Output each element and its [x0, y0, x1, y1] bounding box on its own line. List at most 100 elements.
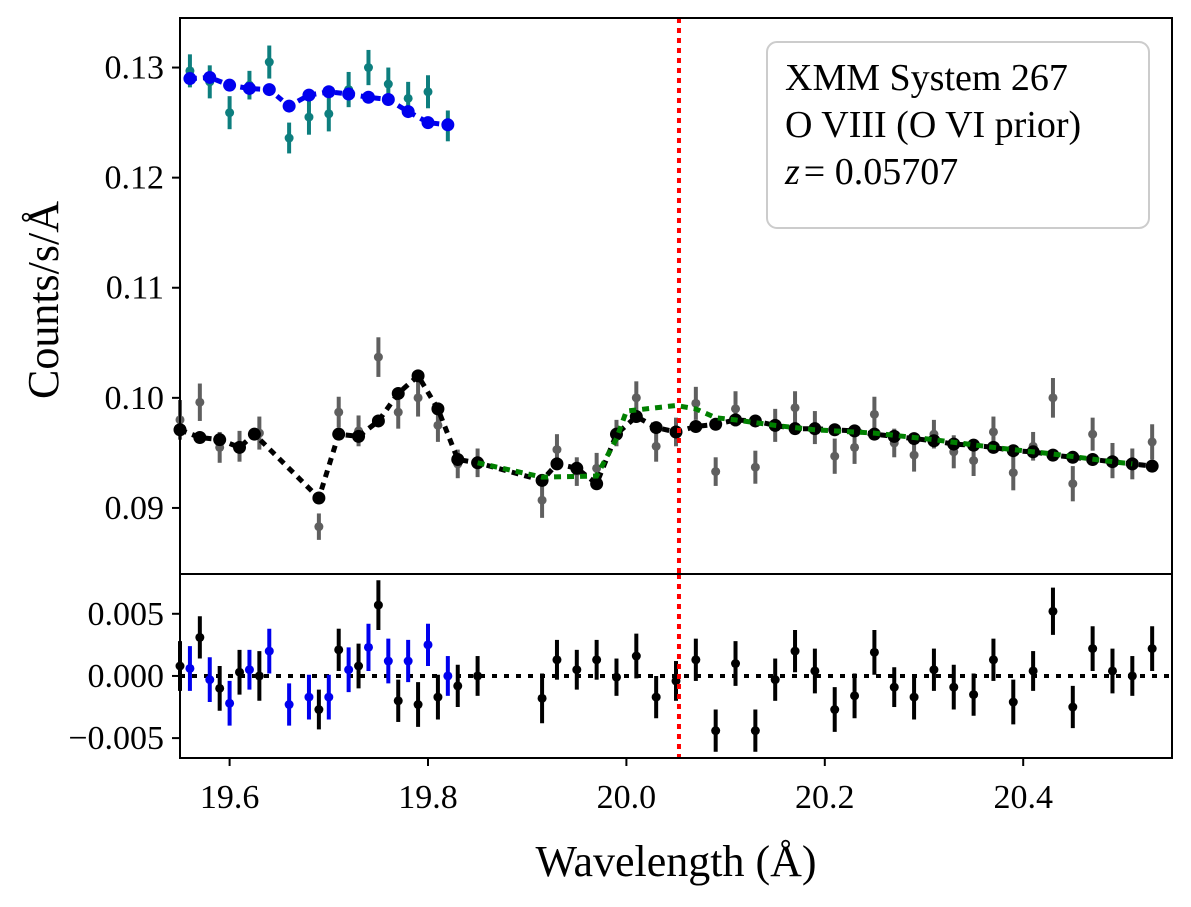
residual-ytick-label: −0.005	[68, 720, 164, 757]
resid-black-point	[1088, 644, 1098, 654]
data-black-point	[1088, 429, 1098, 439]
resid-blue-point	[324, 692, 334, 702]
model-black-marker	[193, 430, 207, 444]
model-green-line	[477, 402, 1133, 480]
resid-black-point	[195, 632, 205, 642]
data-black-point	[651, 441, 661, 451]
resid-black-point	[770, 675, 780, 685]
resid-black-point	[1127, 671, 1137, 681]
model-black-line	[179, 371, 1153, 503]
resid-blue-point	[205, 675, 215, 685]
resid-black-point	[393, 696, 403, 706]
data-black-point	[373, 352, 383, 362]
resid-blue-point	[344, 665, 354, 675]
resid-black-point	[830, 705, 840, 715]
data-black-point	[731, 404, 741, 414]
main-panel: 0.09 0.10 0.11 0.12 0.13 Counts/s/Å XMM Syst…	[19, 17, 1173, 575]
xtick-label: 19.6	[200, 779, 260, 816]
resid-black-point	[215, 683, 225, 693]
resid-black-point	[572, 665, 582, 675]
model-black-marker	[629, 410, 643, 424]
resid-black-point	[433, 692, 443, 702]
main-ytick-label: 0.12	[105, 160, 165, 197]
resid-black-point	[1028, 666, 1038, 676]
model-black-marker	[332, 427, 346, 441]
model-black-marker	[391, 386, 405, 400]
data-teal-point	[264, 57, 274, 67]
legend-line-2: O VIII (O VI prior)	[785, 104, 1081, 146]
residual-ytick-label: 0.000	[88, 658, 165, 695]
resid-black-point	[1008, 697, 1018, 707]
resid-black-point	[631, 651, 641, 661]
resid-blue-point	[284, 700, 294, 710]
resid-black-point	[592, 655, 602, 665]
residual-ytick-label: 0.005	[88, 596, 165, 633]
resid-blue-point	[185, 663, 195, 673]
resid-black-point	[850, 691, 860, 701]
data-teal-point	[304, 112, 314, 122]
data-teal-point	[284, 133, 294, 143]
resid-blue-point	[304, 692, 314, 702]
data-black-point	[195, 397, 205, 407]
model-black-marker	[709, 417, 723, 431]
resid-black-point	[949, 682, 959, 692]
model-black-marker	[371, 414, 385, 428]
data-teal-point	[403, 93, 413, 103]
model-black-marker	[352, 429, 366, 443]
model-black-marker	[411, 369, 425, 383]
data-black-point	[537, 495, 547, 505]
model-blue-marker	[381, 92, 395, 106]
data-black-point	[314, 522, 324, 532]
resid-black-point	[373, 600, 383, 610]
data-black-point	[631, 393, 641, 403]
data-teal-point	[423, 87, 433, 97]
main-ytick-label: 0.09	[105, 490, 165, 527]
main-ytick-label: 0.13	[105, 50, 165, 87]
resid-black-point	[254, 671, 264, 681]
model-blue-marker	[302, 88, 316, 102]
legend-line-1: XMM System 267	[785, 57, 1068, 99]
resid-black-point	[314, 705, 324, 715]
model-black-marker	[1125, 457, 1139, 471]
legend-line-3: z = 0.05707	[784, 151, 958, 193]
xtick-label: 19.8	[398, 779, 458, 816]
main-plot-area	[173, 18, 1159, 574]
resid-black-point	[691, 655, 701, 665]
model-black-marker	[689, 419, 703, 433]
x-axis-label: Wavelength (Å)	[535, 837, 816, 886]
resid-black-point	[1147, 644, 1157, 654]
resid-blue-point	[403, 656, 413, 666]
model-blue-marker	[223, 78, 237, 92]
model-black-marker	[570, 461, 584, 475]
legend-box	[766, 41, 1150, 229]
model-black-marker	[649, 421, 663, 435]
model-black-marker	[233, 440, 247, 454]
model-black-marker	[431, 402, 445, 416]
main-y-axis-label: Counts/s/Å	[19, 201, 68, 399]
resid-black-point	[929, 665, 939, 675]
data-teal-point	[324, 109, 334, 119]
xtick-label: 20.0	[597, 779, 657, 816]
residual-panel: −0.005 0.000 0.005 19.6 19.8 20.0 20.2 20.4 Wa…	[68, 573, 1173, 886]
resid-black-point	[1068, 702, 1078, 712]
resid-black-point	[611, 672, 621, 682]
data-black-point	[711, 467, 721, 477]
model-blue-marker	[282, 99, 296, 113]
data-teal-point	[383, 79, 393, 89]
data-black-point	[969, 456, 979, 466]
legend: XMM System 267 O VIII (O VI prior) z = 0.…	[766, 41, 1150, 229]
data-black-point	[433, 420, 443, 430]
data-black-point	[552, 445, 562, 455]
model-black-marker	[1006, 444, 1020, 458]
model-blue-marker	[242, 81, 256, 95]
data-black-point	[413, 393, 423, 403]
model-blue-marker	[401, 105, 415, 119]
data-black-point	[869, 409, 879, 419]
model-blue-marker	[262, 83, 276, 97]
resid-black-point	[731, 659, 741, 669]
model-black-marker	[550, 457, 564, 471]
data-black-point	[334, 407, 344, 417]
data-black-point	[830, 451, 840, 461]
model-blue-marker	[203, 70, 217, 84]
data-black-point	[909, 450, 919, 460]
